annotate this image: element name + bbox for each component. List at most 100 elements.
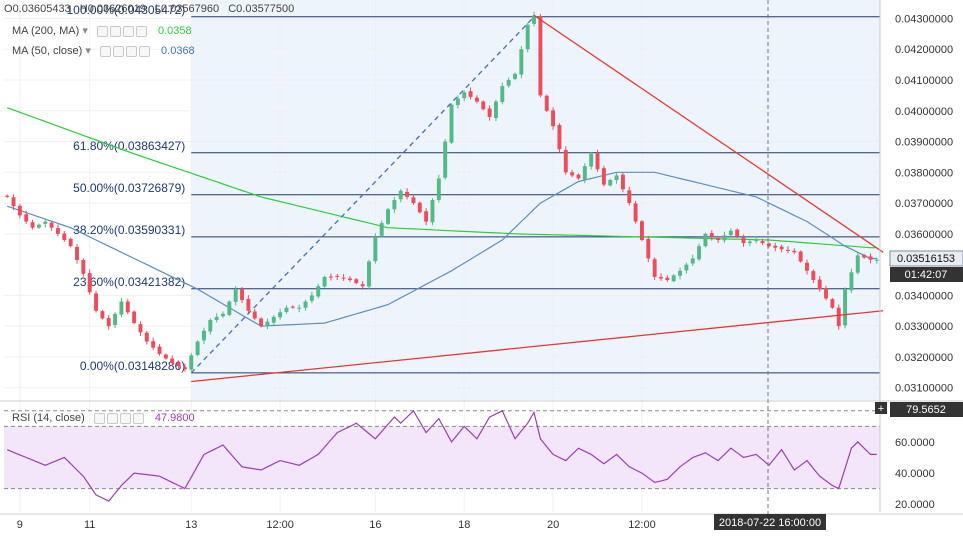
plus-icon[interactable] — [119, 412, 131, 424]
chevron-down-icon[interactable]: ▾ — [85, 45, 91, 57]
candle-body — [633, 203, 638, 222]
ohlc-low-value: 0.03567960 — [161, 3, 220, 15]
candlestick-layer — [5, 11, 879, 372]
eye-icon[interactable] — [99, 45, 111, 57]
rsi-controls[interactable] — [93, 412, 146, 424]
candle-body — [144, 332, 149, 342]
candle-body — [538, 16, 543, 96]
candle-body — [182, 367, 187, 370]
candle-body — [430, 200, 435, 223]
candle-body — [728, 230, 733, 236]
candle-body — [557, 125, 562, 150]
candle-body — [55, 228, 60, 234]
candle-body — [87, 273, 92, 293]
rsi-label: RSI (14, close) — [12, 412, 85, 424]
candle-body — [627, 190, 632, 204]
eye-icon[interactable] — [96, 25, 108, 37]
candle-body — [481, 101, 486, 110]
gear-icon[interactable] — [112, 45, 124, 57]
trendline-resistance — [533, 14, 884, 253]
time-tick-label: 9 — [17, 519, 23, 531]
rsi-line — [6, 409, 877, 502]
candle-body — [436, 178, 441, 200]
candle-body — [843, 289, 848, 326]
pane-expand-button[interactable]: + — [875, 402, 887, 415]
time-tick-label: 13 — [185, 519, 197, 531]
candle-body — [125, 301, 130, 313]
candle-body — [874, 259, 879, 261]
candle-body — [138, 324, 143, 333]
ohlc-open-label: O — [4, 3, 13, 15]
candle-body — [367, 261, 371, 287]
time-badge: 01:42:07 — [890, 267, 963, 282]
candle-body — [519, 49, 524, 75]
candle-body — [544, 95, 549, 111]
plus-icon[interactable] — [125, 45, 137, 57]
more-icon[interactable] — [132, 412, 144, 424]
ma50-controls[interactable] — [99, 45, 152, 57]
ma200-controls[interactable] — [96, 25, 149, 37]
plus-icon[interactable] — [122, 25, 134, 37]
candle-body — [551, 110, 556, 127]
candle-body — [240, 288, 245, 300]
candle-body — [697, 246, 702, 260]
rsi-legend[interactable]: RSI (14, close) 47.9800 — [12, 412, 195, 424]
candle-body — [798, 251, 803, 262]
plus-icon[interactable]: + — [878, 403, 884, 415]
candle-body — [201, 330, 206, 341]
candle-body — [75, 246, 79, 260]
price-tick-label: 0.04200000 — [895, 44, 953, 56]
candle-body — [773, 245, 778, 248]
candle-body — [716, 238, 721, 240]
time-tick-label: 12:00 — [266, 519, 294, 531]
candle-body — [703, 233, 708, 247]
more-icon[interactable] — [138, 45, 150, 57]
more-icon[interactable] — [135, 25, 147, 37]
candle-body — [513, 73, 517, 79]
rsi-panel — [4, 409, 880, 502]
candle-body — [278, 312, 283, 318]
candle-body — [747, 241, 752, 244]
chevron-down-icon[interactable]: ▾ — [82, 25, 88, 37]
eye-icon[interactable] — [93, 412, 105, 424]
candle-body — [849, 272, 854, 291]
candle-body — [424, 211, 429, 222]
price-tick-label: 0.03300000 — [895, 321, 953, 333]
candle-body — [589, 153, 594, 167]
candle-body — [373, 236, 378, 262]
fib-level-label: 50.00%(0.03726879) — [73, 181, 185, 195]
candle-body — [811, 271, 816, 280]
ma200-legend[interactable]: MA (200, MA) ▾ 0.0358 — [12, 24, 192, 37]
candle-body — [176, 362, 181, 367]
candle-body — [163, 354, 168, 359]
rsi-tick-label: 60.0000 — [895, 437, 935, 449]
candle-body — [500, 86, 505, 102]
candle-body — [709, 233, 714, 237]
rsi-band — [4, 426, 880, 489]
candle-body — [639, 221, 644, 240]
candle-body — [474, 97, 479, 102]
crosshair-time-text: 2018-07-22 16:00:00 — [719, 517, 821, 529]
candle-body — [106, 318, 111, 327]
candle-body — [652, 259, 657, 277]
candle-body — [506, 80, 511, 86]
ma50-legend[interactable]: MA (50, close) ▾ 0.0368 — [12, 44, 195, 57]
candle-body — [132, 311, 137, 324]
candle-body — [81, 260, 86, 274]
gear-icon[interactable] — [109, 25, 121, 37]
fib-level-label: 0.00%(0.03148286) — [80, 359, 185, 373]
candle-body — [36, 224, 41, 228]
candle-body — [265, 321, 270, 326]
ma50-line — [7, 171, 877, 327]
rsi-badge: 79.5652 — [890, 402, 963, 417]
time-tick-label: 11 — [84, 519, 95, 531]
time-tick-label: 12:00 — [628, 519, 656, 531]
price-tick-label: 0.03800000 — [895, 167, 953, 179]
candle-body — [563, 149, 568, 173]
candle-body — [684, 264, 689, 271]
fib-level-label: 38.20%(0.03590331) — [73, 223, 185, 237]
gear-icon[interactable] — [106, 412, 118, 424]
candle-body — [392, 200, 397, 210]
